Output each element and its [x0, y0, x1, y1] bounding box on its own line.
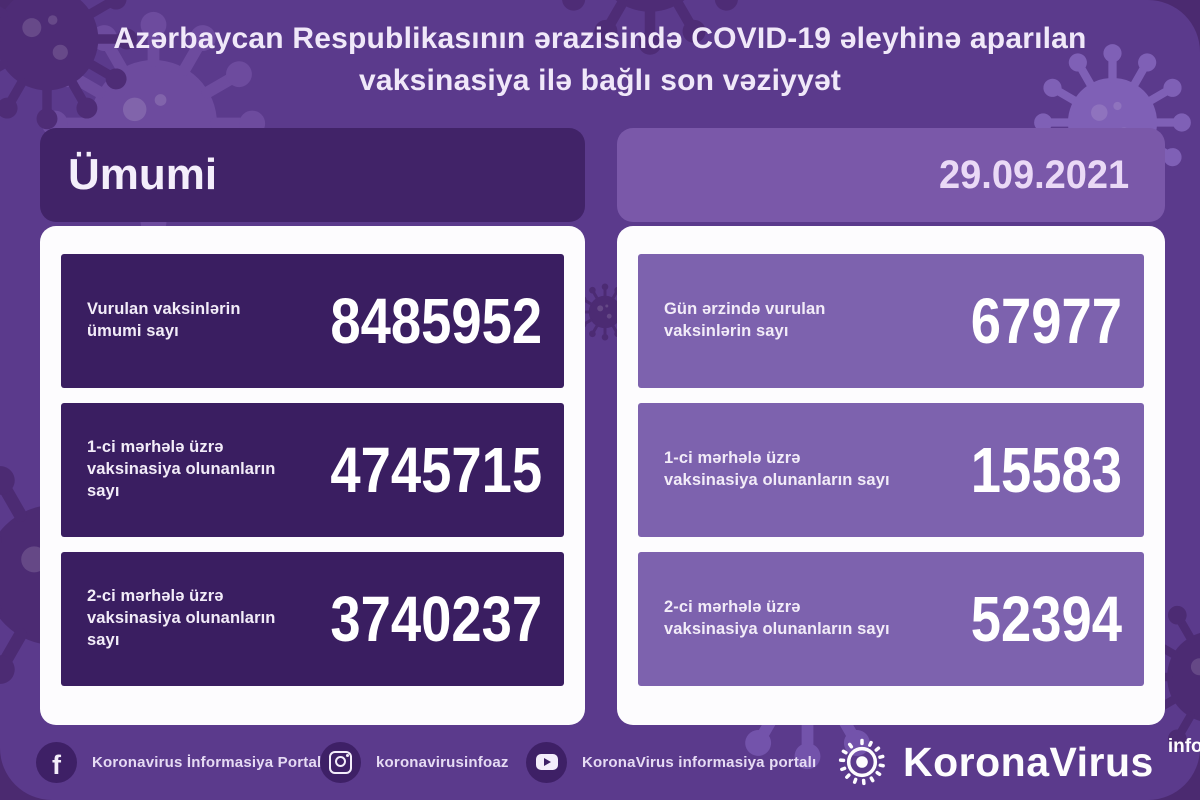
stat-value: 8485952	[330, 285, 542, 357]
title-line-1: Azərbaycan Respublikasının ərazisində CO…	[113, 22, 1087, 55]
youtube-link[interactable]: KoronaVirus informasiya portalı	[526, 736, 816, 788]
instagram-icon	[320, 741, 361, 783]
facebook-link[interactable]: f Koronavirus İnformasiya Portalı	[36, 736, 326, 788]
page-title: Azərbaycan Respublikasının ərazisində CO…	[0, 18, 1200, 102]
stat-daily-second-dose: 2-ci mərhələ üzrə vaksinasiya olunanları…	[638, 552, 1144, 686]
stat-daily-first-dose: 1-ci mərhələ üzrə vaksinasiya olunanları…	[638, 403, 1144, 537]
stat-value: 52394	[970, 583, 1122, 655]
stat-label: 2-ci mərhələ üzrə vaksinasiya olunanları…	[664, 598, 890, 638]
stat-label: 2-ci mərhələ üzrə vaksinasiya olunanları…	[87, 587, 276, 649]
instagram-link[interactable]: koronavirusinfoaz	[320, 736, 509, 788]
stat-label: 1-ci mərhələ üzrə vaksinasiya olunanları…	[664, 449, 890, 489]
koronavirus-info-logo: KoronaVirus info	[833, 736, 1200, 788]
daily-panel-header: 29.09.2021	[617, 128, 1165, 222]
youtube-icon	[526, 741, 567, 783]
stat-total-first-dose: 1-ci mərhələ üzrə vaksinasiya olunanları…	[61, 403, 564, 537]
youtube-label: KoronaVirus informasiya portalı	[582, 753, 817, 771]
stat-daily-vaccines: Gün ərzində vurulan vaksinlərin sayı 679…	[638, 254, 1144, 388]
facebook-label: Koronavirus İnformasiya Portalı	[92, 753, 326, 771]
stat-label: Gün ərzində vurulan vaksinlərin sayı	[664, 300, 826, 340]
report-date: 29.09.2021	[938, 152, 1129, 197]
stat-value: 4745715	[330, 434, 542, 506]
stat-value: 67977	[970, 285, 1122, 357]
stat-total-vaccines: Vurulan vaksinlərin ümumi sayı 8485952	[61, 254, 564, 388]
instagram-label: koronavirusinfoaz	[376, 753, 509, 771]
stat-total-second-dose: 2-ci mərhələ üzrə vaksinasiya olunanları…	[61, 552, 564, 686]
virus-icon	[833, 733, 891, 791]
stat-label: 1-ci mərhələ üzrə vaksinasiya olunanları…	[87, 438, 276, 500]
total-panel-header: Ümumi	[40, 128, 585, 222]
facebook-icon: f	[36, 741, 77, 783]
logo-text: KoronaVirus	[903, 738, 1154, 785]
total-panel-title: Ümumi	[68, 150, 218, 199]
stat-value: 15583	[970, 434, 1122, 506]
stat-label: Vurulan vaksinlərin ümumi sayı	[87, 300, 241, 340]
daily-panel: Gün ərzində vurulan vaksinlərin sayı 679…	[617, 226, 1165, 725]
stat-value: 3740237	[330, 583, 542, 655]
logo-superscript: info	[1167, 736, 1200, 757]
total-panel: Vurulan vaksinlərin ümumi sayı 8485952 1…	[40, 226, 585, 725]
title-line-2: vaksinasiya ilə bağlı son vəziyyət	[358, 64, 842, 97]
